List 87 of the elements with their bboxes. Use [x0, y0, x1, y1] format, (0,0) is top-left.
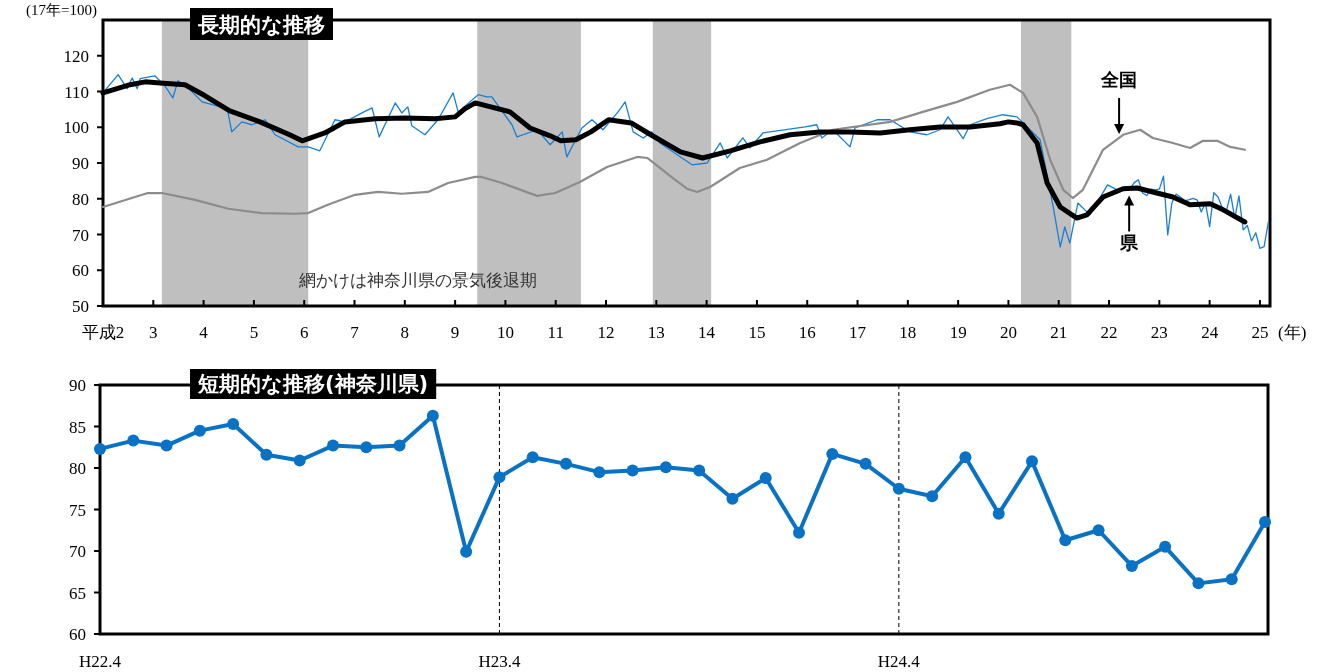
annotation: 全国 [1100, 68, 1138, 90]
x-tick-label: 8 [400, 323, 410, 342]
y-tick-label: 80 [72, 189, 89, 209]
x-tick-label: 15 [748, 323, 766, 342]
point [1059, 534, 1072, 547]
point [393, 439, 406, 452]
x-tick-label: 平成2 [81, 323, 125, 342]
annotation: 網かけは神奈川県の景気後退期 [298, 270, 538, 290]
y-tick-label: 60 [72, 261, 89, 281]
y-tick-label: 80 [69, 459, 86, 478]
point [793, 526, 805, 539]
y-tick-label: 50 [72, 297, 89, 316]
x-axis-title: (年) [1278, 323, 1307, 342]
x-tick-label: 14 [698, 323, 716, 342]
y-tick-label: 65 [69, 583, 86, 603]
annotation: 県 [1119, 232, 1140, 254]
point [959, 451, 972, 464]
y-tick-label: 75 [69, 500, 86, 520]
point [626, 464, 639, 477]
y-tick-label: 70 [72, 225, 89, 245]
x-tick-label: 19 [949, 323, 967, 342]
point [892, 482, 905, 495]
x-tick-label: 23 [1150, 323, 1168, 342]
point [659, 461, 672, 474]
x-tick-label: 20 [999, 323, 1017, 342]
point [426, 409, 439, 422]
x-tick-label: 24 [1201, 323, 1219, 342]
x-tick-label: H24.4 [877, 652, 921, 671]
y-tick-label: 90 [72, 154, 89, 173]
x-tick-label: 10 [496, 323, 514, 342]
point [560, 457, 572, 470]
y-tick-label: 110 [64, 82, 89, 102]
point [593, 466, 606, 479]
x-tick-label: 22 [1100, 323, 1118, 342]
point [992, 507, 1005, 520]
x-tick-label: 18 [899, 323, 917, 342]
x-tick-label: 6 [299, 323, 309, 342]
x-tick-label: 17 [849, 323, 867, 342]
point [926, 490, 939, 503]
x-tick-label: 5 [249, 323, 259, 342]
x-tick-label: 16 [798, 323, 816, 342]
point [759, 471, 772, 484]
x-tick-label: 12 [597, 323, 615, 342]
point [1125, 559, 1138, 572]
point [1159, 540, 1172, 553]
point [127, 434, 140, 447]
chart-title: 短期的な推移(神奈川県) [197, 372, 429, 396]
x-tick-label: 21 [1050, 323, 1068, 342]
point [227, 418, 240, 431]
point [160, 439, 173, 452]
y-tick-label: 85 [69, 417, 86, 437]
point [327, 439, 339, 452]
point [726, 492, 739, 505]
x-tick-label: 4 [199, 323, 209, 342]
y-tick-label: 100 [63, 118, 89, 138]
point [693, 464, 706, 477]
x-tick-label: 9 [450, 323, 460, 342]
y-tick-label: 70 [69, 542, 86, 561]
point [1225, 573, 1238, 586]
x-tick-label: 3 [149, 323, 158, 342]
point [1092, 524, 1105, 537]
chart-title: 長期的な推移 [197, 13, 325, 37]
point [1026, 455, 1038, 468]
point [260, 448, 273, 461]
x-tick-label: 7 [350, 323, 360, 342]
x-tick-label: H22.4 [78, 652, 122, 671]
x-tick-label: 25 [1251, 323, 1269, 342]
point [94, 442, 106, 455]
x-tick-label: 11 [547, 323, 564, 342]
point [1259, 515, 1271, 528]
point [493, 471, 506, 484]
point [526, 451, 539, 464]
y-tick-label: 90 [69, 376, 86, 395]
title: 長期的な推移 [190, 8, 333, 40]
y-tick-label: 60 [69, 625, 86, 644]
point [826, 447, 839, 460]
point [859, 457, 872, 470]
x-tick-label: 13 [647, 323, 665, 342]
point [1192, 577, 1205, 590]
point [460, 545, 473, 558]
x-tick-label: H23.4 [478, 652, 521, 671]
y-axis-title: (17年=100) [26, 2, 97, 19]
point [193, 424, 206, 437]
point [360, 441, 373, 454]
point [293, 454, 306, 467]
y-tick-label: 120 [63, 46, 89, 66]
title: 短期的な推移(神奈川県) [190, 369, 437, 399]
